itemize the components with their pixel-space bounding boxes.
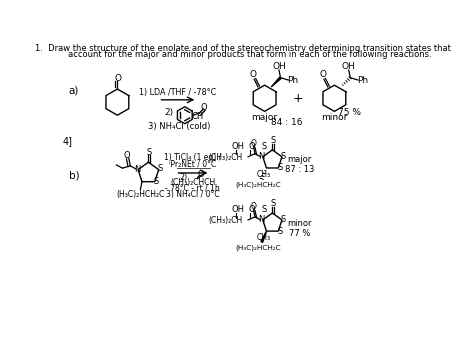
- Text: S: S: [281, 215, 286, 225]
- Text: 75 %: 75 %: [338, 108, 361, 117]
- Text: +: +: [292, 92, 303, 105]
- Text: a): a): [69, 86, 79, 96]
- Text: CH: CH: [192, 112, 204, 121]
- Text: ⁱPr₂NEt / 0°C: ⁱPr₂NEt / 0°C: [169, 159, 216, 168]
- Text: CH₃: CH₃: [257, 233, 271, 242]
- Text: O: O: [200, 103, 207, 112]
- Text: (H₃C)₂HCH₂C: (H₃C)₂HCH₂C: [116, 190, 164, 199]
- Text: S: S: [158, 164, 163, 174]
- Text: S: S: [262, 205, 267, 215]
- Text: S: S: [154, 177, 159, 186]
- Text: OH: OH: [272, 62, 286, 71]
- Text: O: O: [319, 70, 327, 79]
- Text: 4]: 4]: [63, 136, 73, 146]
- Text: account for the major and minor products that form in each of the following reac: account for the major and minor products…: [55, 50, 431, 59]
- Text: 87 : 13: 87 : 13: [285, 165, 314, 174]
- Text: - 78°C - rt / 1h: - 78°C - rt / 1h: [165, 184, 220, 193]
- Text: Ph: Ph: [357, 76, 368, 85]
- Text: (H₃C)₂HCH₂C: (H₃C)₂HCH₂C: [236, 182, 282, 188]
- Text: N: N: [134, 165, 140, 174]
- Text: OH: OH: [231, 142, 244, 151]
- Text: 77 %: 77 %: [289, 228, 310, 237]
- Text: S: S: [277, 227, 283, 236]
- Text: S: S: [271, 136, 276, 145]
- Text: S: S: [277, 164, 283, 172]
- Polygon shape: [261, 231, 266, 242]
- Text: OH: OH: [342, 62, 356, 71]
- Text: 1) LDA /THF / -78°C: 1) LDA /THF / -78°C: [139, 89, 217, 97]
- Text: (H₃C)₂HCH₂C: (H₃C)₂HCH₂C: [236, 245, 282, 251]
- Text: major: major: [287, 155, 311, 164]
- Text: O: O: [250, 70, 257, 79]
- Text: O: O: [124, 151, 130, 160]
- Text: N: N: [258, 152, 264, 161]
- Text: (CH₃)₂CHCH: (CH₃)₂CHCH: [170, 178, 215, 187]
- Text: 2): 2): [179, 173, 188, 182]
- Text: S: S: [271, 199, 276, 208]
- Text: (CH₃)₂CH: (CH₃)₂CH: [209, 153, 243, 162]
- Text: O: O: [248, 205, 255, 215]
- Text: 84 : 16: 84 : 16: [271, 119, 302, 127]
- Text: minor: minor: [287, 218, 312, 227]
- Text: 2): 2): [164, 108, 173, 117]
- Text: N: N: [258, 215, 264, 225]
- Text: 1.  Draw the structure of the enolate and of the stereochemistry determining tra: 1. Draw the structure of the enolate and…: [35, 44, 451, 53]
- Text: minor: minor: [321, 113, 347, 122]
- Text: S: S: [262, 142, 267, 151]
- Text: b): b): [69, 170, 79, 180]
- Text: S: S: [281, 152, 286, 161]
- Text: 3) NH₄Cl / 0°C: 3) NH₄Cl / 0°C: [166, 190, 219, 199]
- Text: (CH₃)₂CH: (CH₃)₂CH: [209, 216, 243, 225]
- Text: O: O: [115, 74, 122, 83]
- Text: 3) NH₄Cl (cold): 3) NH₄Cl (cold): [148, 122, 210, 131]
- Text: O: O: [251, 202, 256, 211]
- Text: CH₃: CH₃: [257, 170, 271, 178]
- Text: major: major: [252, 113, 278, 122]
- Text: Ph: Ph: [287, 76, 299, 85]
- Text: 1) TiCl₄ (1 eq) /: 1) TiCl₄ (1 eq) /: [164, 153, 221, 162]
- Polygon shape: [271, 77, 281, 87]
- Text: O: O: [248, 142, 255, 151]
- Text: O: O: [251, 139, 256, 148]
- Text: O: O: [198, 170, 204, 179]
- Text: S: S: [146, 148, 152, 157]
- Text: OH: OH: [231, 205, 244, 215]
